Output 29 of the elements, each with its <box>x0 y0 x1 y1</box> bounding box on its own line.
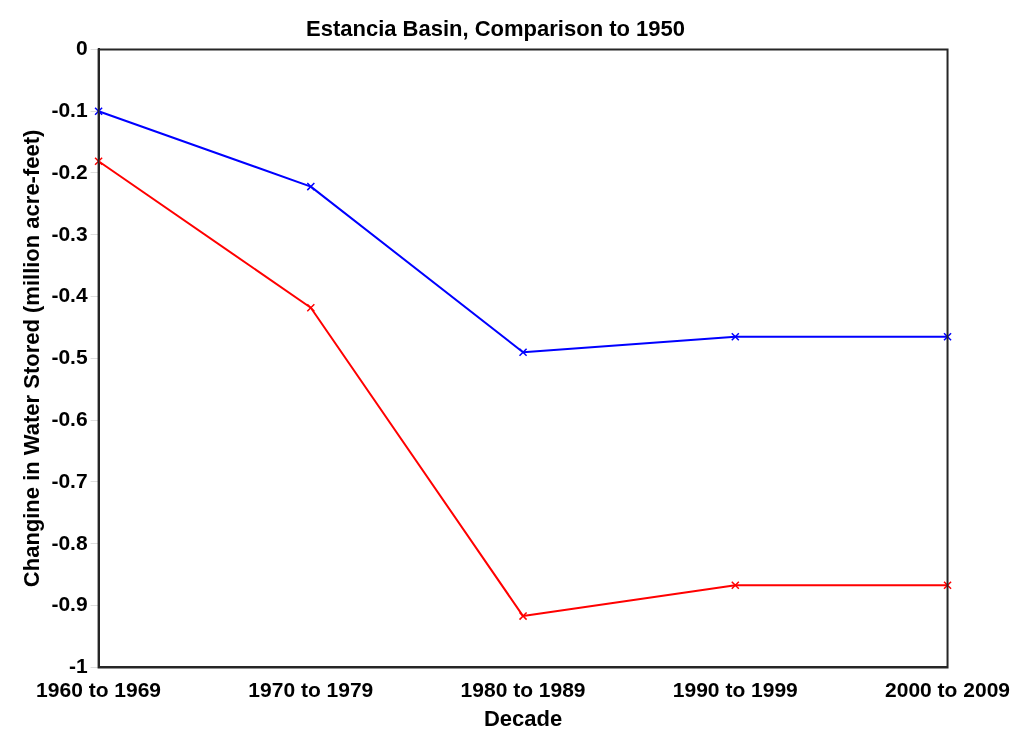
y-tick-label: -0.9 <box>51 592 88 616</box>
y-tick-label: -0.3 <box>51 221 88 245</box>
chart-title: Estancia Basin, Comparison to 1950 <box>305 16 686 42</box>
point <box>94 106 103 116</box>
point <box>731 332 740 342</box>
point <box>731 580 740 590</box>
y-tick-label: -0.8 <box>51 530 88 554</box>
x-tick-label: 2000 to 2009 <box>885 677 1011 701</box>
point <box>306 182 316 191</box>
point <box>518 611 528 621</box>
point <box>943 580 952 590</box>
x-tick-label: 1960 to 1969 <box>36 677 162 701</box>
y-tick-label: -1 <box>68 654 88 678</box>
point <box>943 332 952 342</box>
x-tick-label: 1980 to 1989 <box>460 677 586 701</box>
x-tick-label: 1990 to 1999 <box>672 677 798 701</box>
point <box>518 347 528 357</box>
y-tick-label: -0.7 <box>51 468 88 492</box>
y-tick-label: -0.2 <box>51 159 88 183</box>
x-axis-title: Decade <box>483 705 563 731</box>
point <box>94 156 103 166</box>
y-tick-label: -0.4 <box>51 283 88 307</box>
x-tick-label: 1970 to 1979 <box>248 677 374 701</box>
y-tick-label: -0.1 <box>51 98 88 121</box>
y-tick-label: 0 <box>75 36 88 60</box>
point <box>306 303 316 313</box>
y-tick-label: -0.6 <box>51 407 88 430</box>
y-tick-label: -0.5 <box>51 345 88 369</box>
y-axis-title: Changine in Water Stored (million acre-feet) <box>19 129 45 588</box>
